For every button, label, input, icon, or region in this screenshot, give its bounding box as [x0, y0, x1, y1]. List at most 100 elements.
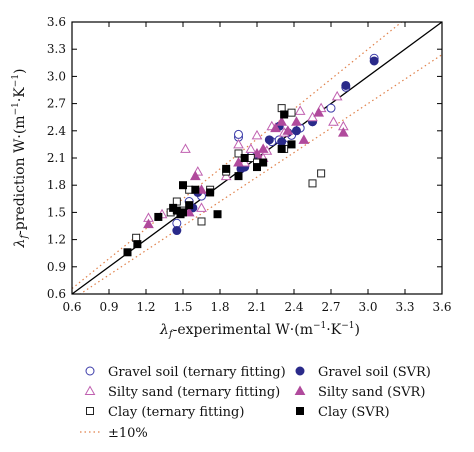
data-point — [185, 201, 194, 210]
data-point — [222, 164, 231, 173]
data-point — [240, 154, 249, 162]
x-tick-label: 3.0 — [358, 300, 377, 314]
legend-marker — [295, 366, 305, 376]
legend-label: Clay (SVR) — [318, 405, 390, 420]
data-point — [259, 158, 268, 167]
data-point — [294, 105, 306, 115]
data-point — [282, 125, 294, 135]
legend-marker — [85, 366, 95, 376]
data-point — [308, 179, 317, 188]
data-point — [154, 212, 163, 221]
data-point — [133, 240, 142, 249]
y-lambda-sub: f — [19, 233, 30, 240]
data-point — [197, 217, 206, 226]
data-point — [233, 138, 244, 149]
data-point — [206, 188, 215, 197]
x-lambda-sub: f — [168, 329, 175, 340]
data-point — [291, 116, 302, 126]
y-lambda: λ — [12, 239, 28, 249]
data-point — [341, 80, 351, 90]
data-point — [277, 137, 287, 147]
legend-label: Clay (ternary fitting) — [108, 405, 244, 420]
data-point — [337, 127, 349, 137]
y-axis-title: λf-prediction W·(m−1·K−1) — [11, 68, 30, 248]
data-point — [180, 143, 191, 153]
data-point — [123, 248, 132, 257]
y-label-tail: ·K — [12, 87, 28, 102]
data-point — [234, 149, 243, 158]
y-label-exp1: −1 — [11, 102, 21, 115]
data-points — [123, 53, 379, 257]
x-tick-label: 3.3 — [395, 300, 414, 314]
data-point — [191, 185, 200, 194]
data-point — [213, 210, 222, 219]
data-point — [280, 110, 289, 119]
data-point — [179, 181, 187, 190]
data-point — [251, 129, 263, 140]
x-label-text: -experimental W·(m — [173, 322, 313, 338]
data-point — [220, 170, 232, 181]
data-point — [143, 218, 154, 229]
x-tick-label: 2.4 — [284, 300, 303, 314]
legend-label: Silty sand (ternary fitting) — [108, 385, 280, 400]
data-point — [307, 111, 318, 122]
legend-marker — [84, 385, 96, 395]
y-tick-label: 1.8 — [47, 178, 66, 192]
y-tick-label: 2.7 — [47, 97, 66, 111]
x-axis-title: λf-experimental W·(m−1·K−1) — [159, 321, 360, 340]
y-tick-label: 3.6 — [47, 15, 66, 29]
x-label-close: ) — [354, 322, 359, 338]
data-point — [270, 122, 281, 133]
y-tick-label: 0.6 — [47, 287, 66, 301]
y-tick-label: 3.0 — [47, 69, 66, 83]
x-tick-label: 3.6 — [432, 300, 451, 314]
data-point — [298, 134, 310, 144]
x-tick-label: 1.8 — [210, 300, 229, 314]
x-tick-label: 2.7 — [321, 300, 340, 314]
data-point — [196, 202, 207, 212]
legend: Gravel soil (ternary fitting) Gravel soil… — [80, 365, 431, 441]
x-tick-label: 2.1 — [247, 300, 266, 314]
data-point — [317, 169, 326, 178]
x-tick-label: 0.9 — [99, 300, 118, 314]
ten-percent-line — [72, 22, 403, 290]
x-label-exp1: −1 — [313, 321, 326, 331]
data-point — [234, 129, 243, 139]
data-point — [234, 172, 243, 181]
x-lambda: λ — [159, 322, 169, 338]
y-tick-label: 1.5 — [47, 205, 66, 219]
legend-label: Gravel soil (SVR) — [318, 365, 431, 380]
data-point — [287, 108, 296, 117]
y-tick-label: 1.2 — [47, 233, 66, 247]
data-point — [179, 208, 187, 217]
data-point — [369, 56, 379, 66]
data-point — [233, 157, 244, 167]
data-point — [287, 140, 296, 149]
data-point — [328, 116, 339, 126]
legend-marker — [296, 407, 304, 415]
x-tick-label: 1.5 — [173, 300, 192, 314]
ten-percent-line — [79, 54, 442, 294]
data-point — [257, 143, 269, 153]
legend-label: Silty sand (SVR) — [318, 385, 425, 400]
y-label-exp2: −1 — [11, 74, 21, 87]
data-point — [291, 126, 301, 136]
data-point — [276, 116, 288, 126]
x-axis: 0.6 0.9 1.2 1.5 1.8 2.1 2.4 2.7 3.0 3.3 3.6 — [62, 22, 452, 314]
y-label-close: ) — [12, 68, 28, 73]
data-point — [331, 90, 343, 101]
data-point — [245, 143, 257, 153]
x-tick-label: 0.6 — [62, 300, 81, 314]
data-point — [264, 135, 274, 145]
legend-label: ±10% — [108, 426, 148, 441]
legend-marker — [294, 385, 306, 395]
data-point — [313, 107, 325, 117]
y-tick-label: 3.3 — [47, 42, 66, 56]
y-tick-label: 0.9 — [47, 260, 66, 274]
data-point — [189, 170, 201, 181]
x-label-tail: ·K — [326, 322, 341, 338]
data-point — [253, 163, 261, 172]
legend-marker — [86, 407, 94, 415]
data-point — [326, 103, 336, 113]
